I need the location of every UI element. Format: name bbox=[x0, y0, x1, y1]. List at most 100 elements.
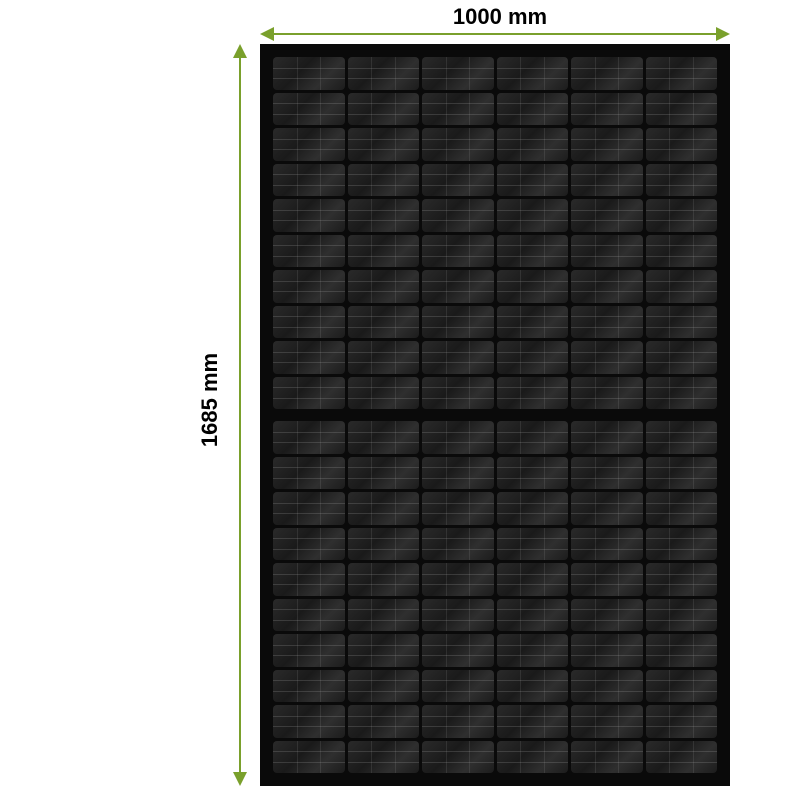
solar-cell bbox=[348, 306, 420, 339]
cell-grid-top bbox=[270, 54, 720, 412]
solar-cell bbox=[497, 741, 569, 774]
solar-cell bbox=[273, 199, 345, 232]
solar-cell bbox=[348, 270, 420, 303]
width-dimension-text: 1000 mm bbox=[453, 4, 547, 29]
solar-cell bbox=[497, 492, 569, 525]
solar-cell bbox=[273, 563, 345, 596]
solar-cell bbox=[646, 199, 718, 232]
solar-cell bbox=[422, 199, 494, 232]
solar-cell bbox=[273, 670, 345, 703]
solar-cell bbox=[348, 341, 420, 374]
solar-cell bbox=[422, 341, 494, 374]
solar-cell bbox=[497, 705, 569, 738]
solar-cell bbox=[273, 492, 345, 525]
height-dimension-line bbox=[239, 58, 241, 772]
solar-cell bbox=[571, 93, 643, 126]
solar-cell bbox=[348, 421, 420, 454]
solar-cell bbox=[273, 457, 345, 490]
height-arrow-up-icon bbox=[233, 44, 247, 58]
solar-cell bbox=[422, 270, 494, 303]
solar-cell bbox=[422, 377, 494, 410]
solar-cell bbox=[348, 164, 420, 197]
solar-cell bbox=[348, 634, 420, 667]
solar-cell bbox=[571, 128, 643, 161]
solar-cell bbox=[273, 705, 345, 738]
solar-cell bbox=[348, 128, 420, 161]
solar-cell bbox=[646, 341, 718, 374]
solar-cell bbox=[497, 270, 569, 303]
solar-cell bbox=[273, 634, 345, 667]
solar-cell bbox=[422, 457, 494, 490]
solar-cell bbox=[348, 377, 420, 410]
solar-cell bbox=[422, 128, 494, 161]
solar-cell bbox=[348, 741, 420, 774]
solar-cell bbox=[646, 599, 718, 632]
solar-cell bbox=[497, 199, 569, 232]
solar-cell bbox=[273, 306, 345, 339]
solar-panel-frame bbox=[260, 44, 730, 786]
solar-cell bbox=[571, 306, 643, 339]
solar-cell bbox=[422, 563, 494, 596]
solar-cell bbox=[497, 670, 569, 703]
solar-cell bbox=[571, 199, 643, 232]
solar-cell bbox=[273, 528, 345, 561]
solar-cell bbox=[422, 705, 494, 738]
width-dimension-line bbox=[274, 33, 716, 35]
solar-cell bbox=[571, 57, 643, 90]
solar-cell bbox=[646, 128, 718, 161]
solar-cell bbox=[348, 457, 420, 490]
solar-cell bbox=[348, 528, 420, 561]
solar-cell bbox=[422, 235, 494, 268]
solar-cell bbox=[646, 563, 718, 596]
solar-cell bbox=[273, 270, 345, 303]
solar-cell bbox=[422, 93, 494, 126]
solar-cell bbox=[497, 93, 569, 126]
height-dimension-label: 1685 mm bbox=[195, 0, 225, 800]
solar-cell bbox=[273, 421, 345, 454]
solar-cell bbox=[273, 341, 345, 374]
solar-cell bbox=[422, 421, 494, 454]
solar-cell bbox=[422, 634, 494, 667]
solar-cell bbox=[646, 705, 718, 738]
solar-cell bbox=[646, 164, 718, 197]
solar-cell bbox=[348, 93, 420, 126]
solar-cell bbox=[497, 164, 569, 197]
height-dimension-text: 1685 mm bbox=[197, 353, 223, 447]
solar-cell bbox=[422, 57, 494, 90]
solar-cell bbox=[571, 341, 643, 374]
solar-cell bbox=[646, 306, 718, 339]
solar-cell bbox=[497, 457, 569, 490]
solar-cell bbox=[497, 563, 569, 596]
solar-cell bbox=[497, 341, 569, 374]
solar-cell bbox=[646, 528, 718, 561]
solar-cell bbox=[646, 421, 718, 454]
width-arrow-right-icon bbox=[716, 27, 730, 41]
solar-cell bbox=[273, 599, 345, 632]
solar-cell bbox=[273, 57, 345, 90]
solar-cell bbox=[348, 57, 420, 90]
solar-cell bbox=[497, 634, 569, 667]
solar-cell bbox=[497, 235, 569, 268]
solar-cell bbox=[497, 128, 569, 161]
solar-cell bbox=[273, 741, 345, 774]
solar-cell bbox=[348, 563, 420, 596]
solar-cell bbox=[348, 670, 420, 703]
solar-cell bbox=[348, 492, 420, 525]
solar-cell bbox=[348, 199, 420, 232]
solar-cell bbox=[571, 457, 643, 490]
solar-cell bbox=[497, 306, 569, 339]
solar-cell bbox=[422, 528, 494, 561]
width-arrow-left-icon bbox=[260, 27, 274, 41]
solar-cell bbox=[571, 670, 643, 703]
solar-cell bbox=[646, 634, 718, 667]
solar-cell bbox=[422, 741, 494, 774]
solar-cell bbox=[571, 377, 643, 410]
solar-cell bbox=[646, 741, 718, 774]
width-dimension-label: 1000 mm bbox=[260, 4, 740, 30]
solar-cell bbox=[571, 421, 643, 454]
solar-panel-cells bbox=[270, 54, 720, 776]
solar-cell bbox=[422, 164, 494, 197]
solar-cell bbox=[497, 528, 569, 561]
solar-cell bbox=[273, 93, 345, 126]
solar-cell bbox=[497, 599, 569, 632]
